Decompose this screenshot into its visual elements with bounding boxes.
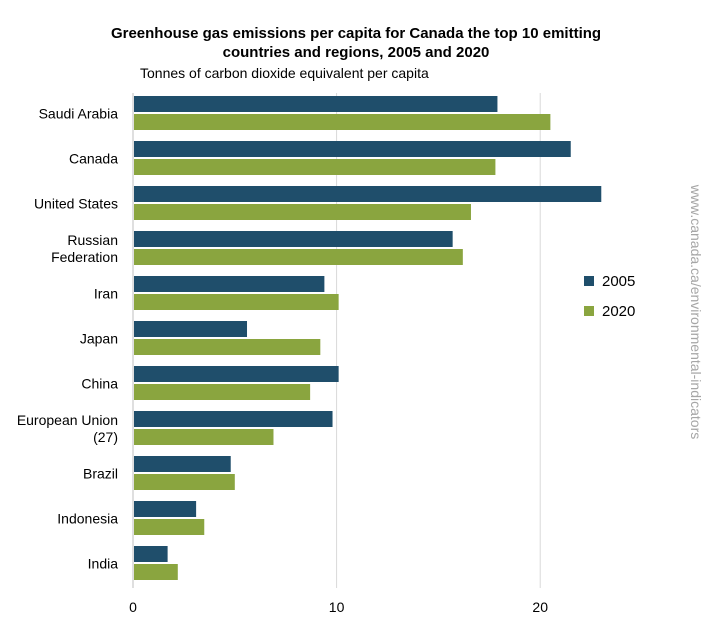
- bar-2020-china: [134, 384, 311, 400]
- category-label: Canada: [69, 151, 118, 167]
- legend-swatch-2020: [584, 306, 594, 316]
- chart-title-line-1: Greenhouse gas emissions per capita for …: [110, 25, 602, 42]
- x-tick-label-20: 20: [532, 599, 548, 615]
- category-label: Brazil: [83, 466, 118, 482]
- category-label: Indonesia: [57, 511, 118, 527]
- category-label: Russian: [67, 232, 118, 248]
- bar-2005-china: [134, 366, 339, 382]
- chart-title: Greenhouse gas emissions per capita for …: [0, 24, 712, 62]
- bar-2020-india: [134, 564, 178, 580]
- bar-2005-canada: [134, 141, 571, 157]
- legend-label-2020: 2020: [602, 302, 636, 320]
- legend: 2005 2020: [584, 270, 635, 330]
- bar-2020-iran: [134, 294, 339, 310]
- legend-item-2005: 2005: [584, 270, 635, 292]
- category-label: Japan: [80, 331, 118, 347]
- legend-item-2020: 2020: [584, 300, 635, 322]
- bar-2005-saudi-arabia: [134, 96, 498, 112]
- source-watermark: www.canada.ca/environmental-indicators: [688, 184, 704, 440]
- category-labels: Saudi Arabia Canada United States RussianFe…: [17, 106, 118, 572]
- gridlines: [132, 93, 541, 588]
- bar-2005-united-states: [134, 186, 602, 202]
- category-label: Federation: [51, 249, 118, 265]
- bar-2020-united-states: [134, 204, 471, 220]
- category-label: India: [88, 556, 119, 572]
- axis-unit-label: Tonnes of carbon dioxide equivalent per …: [140, 65, 429, 81]
- category-label: Iran: [94, 286, 118, 302]
- bar-2020-european-union-27-: [134, 429, 274, 445]
- x-axis-ticks: 0 10 20: [129, 599, 548, 615]
- bar-2005-russian-federation: [134, 231, 453, 247]
- x-tick-label-0: 0: [129, 599, 137, 615]
- bar-2020-canada: [134, 159, 496, 175]
- bar-2005-iran: [134, 276, 325, 292]
- bar-2005-brazil: [134, 456, 231, 472]
- category-label: European Union: [17, 412, 118, 428]
- bar-2020-brazil: [134, 474, 235, 490]
- category-label: (27): [93, 429, 118, 445]
- category-label: China: [81, 376, 118, 392]
- bar-2005-european-union-27-: [134, 411, 333, 427]
- bar-2020-russian-federation: [134, 249, 463, 265]
- bar-2020-saudi-arabia: [134, 114, 551, 130]
- bars: [134, 96, 602, 580]
- bar-2005-india: [134, 546, 168, 562]
- bar-2005-japan: [134, 321, 248, 337]
- category-label: Saudi Arabia: [39, 106, 119, 122]
- bar-2020-japan: [134, 339, 321, 355]
- legend-swatch-2005: [584, 276, 594, 286]
- legend-label-2005: 2005: [602, 272, 636, 290]
- x-tick-label-10: 10: [329, 599, 345, 615]
- category-label: United States: [34, 196, 118, 212]
- chart-title-line-2: countries and regions, 2005 and 2020: [222, 44, 490, 61]
- bar-2020-indonesia: [134, 519, 205, 535]
- bar-2005-indonesia: [134, 501, 197, 517]
